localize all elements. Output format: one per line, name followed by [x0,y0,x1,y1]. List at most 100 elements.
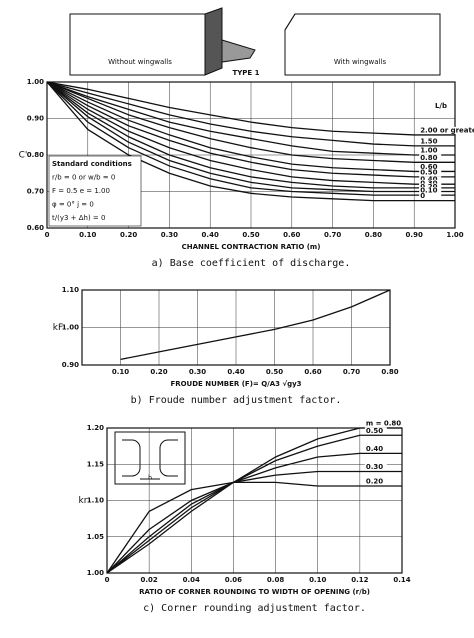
series-label: 0.60 [420,163,437,171]
label-bg [419,154,442,162]
y-tick-label: 1.10 [87,497,104,505]
curve [106,452,402,574]
series-label: 0.20 [366,478,383,486]
x-tick-label: 0 [105,576,110,584]
annotation: r/b = 0 or w/b = 0 [52,174,115,182]
x-tick-label: 0.80 [381,368,398,376]
annotation: F = 0.5 e = 1.00 [52,187,110,195]
curve [106,427,402,574]
y-tick-label: 1.05 [87,533,104,541]
curve [46,81,455,202]
y-tick-label: 0.90 [62,361,79,369]
plot-frame [106,427,403,574]
y-axis-label: kF [53,323,63,333]
series-label: 1.50 [420,137,437,145]
y-tick-label: 1.20 [87,424,104,432]
curve [46,81,455,178]
curve [46,81,455,196]
shadow [221,39,256,63]
series-label: m = 0.80 [366,420,401,428]
x-tick-label: 0.70 [324,231,341,239]
label-bg [419,176,442,184]
x-tick-label: 0.02 [141,576,158,584]
annotation: Standard conditions [52,160,132,168]
y-tick-label: 0.80 [27,151,44,159]
series-label: 0.20 [420,183,437,191]
inset-label: b [148,475,152,482]
center-label: TYPE 1 [232,69,259,77]
caption: c) Corner rounding adjustment factor. [143,603,366,614]
x-axis-label: FROUDE NUMBER (F)= Q/A3 √gy3 [170,380,301,388]
x-tick-label: 0.30 [161,231,178,239]
x-tick-label: 0.10 [309,576,326,584]
x-tick-label: 1.00 [446,231,463,239]
x-tick-label: 0.50 [266,368,283,376]
annotation: t/(y3 + Δh) = 0 [52,214,105,222]
curve [46,81,455,156]
series-label: 0.80 [420,154,437,162]
x-tick-label: 0.20 [120,231,137,239]
y-tick-label: 1.15 [87,460,104,468]
caption: a) Base coefficient of discharge. [152,258,351,269]
curve [46,81,455,173]
illustration [69,7,441,76]
x-tick-label: 0.30 [189,368,206,376]
right-label: With wingwalls [334,58,387,66]
label-bg [419,179,442,187]
curve [106,434,402,574]
series-label: 2.00 or greater [420,126,474,134]
curve [46,81,455,193]
x-tick-label: 0.60 [283,231,300,239]
curve [46,81,455,147]
plot-frame [81,289,391,366]
x-tick-label: 0.08 [267,576,284,584]
label-bg [364,445,387,453]
x-tick-label: 0.14 [393,576,410,584]
legend-title: L/b [435,102,447,110]
x-tick-label: 0.40 [202,231,219,239]
wingwall-edge [284,13,296,31]
left-label: Without wingwalls [108,58,172,66]
x-axis-label: RATIO OF CORNER ROUNDING TO WIDTH OF OPE… [139,588,370,596]
series-label: 0.50 [420,168,437,176]
label-bg [419,147,442,154]
y-tick-label: 0.60 [27,224,44,232]
curve [106,470,402,574]
curve [46,81,455,163]
label-bg [364,427,387,435]
x-tick-label: 0.10 [79,231,96,239]
series-label: 1.00 [420,147,437,155]
x-tick-label: 0.70 [343,368,360,376]
curve [120,289,391,361]
series-label: 0.40 [366,445,383,453]
conditions-box [48,155,142,227]
x-tick-label: 0 [45,231,50,239]
x-tick-label: 0.50 [242,231,259,239]
label-bg [364,478,387,485]
label-bg [419,187,442,195]
label-bg [364,463,387,471]
y-axis-label: kr [79,496,88,506]
inset-frame [114,431,186,485]
series-label: 0.40 [420,176,437,184]
inset-left-wall [122,439,141,477]
y-tick-label: 1.10 [62,286,79,294]
x-tick-label: 0.90 [406,231,423,239]
label-bg [419,126,474,134]
label-bg [419,168,442,176]
series-label: 0.50 [366,427,383,435]
abutment-face [204,7,223,76]
label-bg [419,163,442,171]
x-axis-label: CHANNEL CONTRACTION RATIO (m) [182,243,321,251]
caption: b) Froude number adjustment factor. [131,395,342,406]
y-tick-label: 1.00 [62,324,79,332]
y-tick-label: 1.00 [27,78,44,86]
y-tick-label: 0.70 [27,188,44,196]
series-label: 0 [420,192,425,200]
annotation: φ = 0° j = 0 [52,201,94,209]
inset-diagram [114,431,186,485]
series-label: 0.30 [366,463,383,471]
label-bg [419,137,442,145]
x-tick-label: 0.60 [304,368,321,376]
